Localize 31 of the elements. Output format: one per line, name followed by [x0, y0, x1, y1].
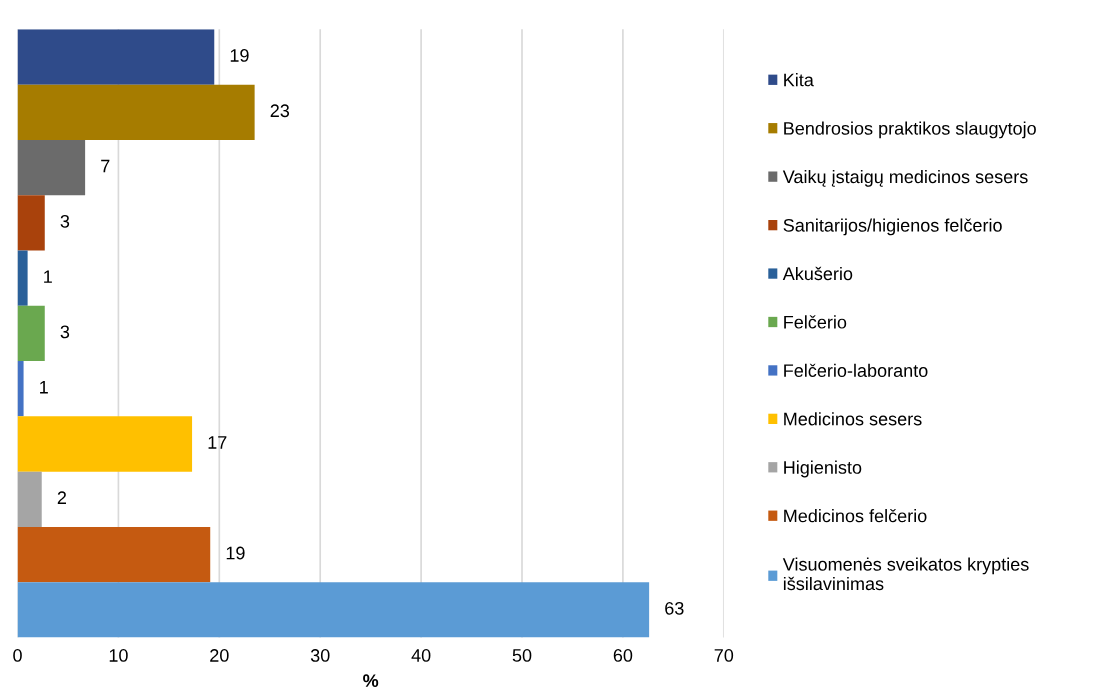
x-tick-label: 60 [613, 649, 633, 662]
legend-label: Sanitarijos/higienos felčerio [783, 218, 1002, 236]
x-tick-label: 20 [210, 649, 229, 662]
data-label: 1 [40, 380, 48, 394]
data-label: 7 [101, 159, 110, 173]
legend-label: Felčerio [784, 315, 847, 329]
x-tick-label: 50 [512, 649, 532, 662]
data-label: 3 [60, 214, 70, 228]
data-label: 2 [57, 491, 66, 504]
x-tick-label: 40 [411, 649, 431, 662]
legend-label: Kita [784, 73, 814, 87]
data-label: 19 [230, 49, 249, 62]
x-tick-label: 30 [310, 649, 330, 662]
legend-label: Visuomenės sveikatos krypties išsilavinimas [782, 557, 1029, 591]
x-axis-title: % [363, 674, 379, 687]
data-label: 17 [208, 436, 227, 449]
legend-label: Higienisto [784, 460, 862, 478]
data-label: 19 [226, 546, 245, 560]
x-tick-label: 0 [13, 649, 22, 662]
data-label: 63 [665, 601, 684, 615]
legend-label: Medicinos sesers [784, 412, 922, 426]
legend-label: Medicinos felčerio [784, 508, 927, 523]
x-tick-label: 10 [109, 649, 128, 662]
data-label: 23 [270, 104, 290, 118]
legend-label: Akušerio [782, 266, 853, 281]
data-label: 3 [60, 325, 70, 339]
legend-label: Bendrosios praktikos slaugytojo [784, 121, 1036, 139]
x-tick-label: 70 [714, 649, 734, 662]
legend-label: Vaikų įstaigų medicinos sesers [782, 169, 1028, 187]
data-label: 1 [44, 270, 52, 283]
legend-label: Felčerio-laboranto [784, 363, 928, 378]
